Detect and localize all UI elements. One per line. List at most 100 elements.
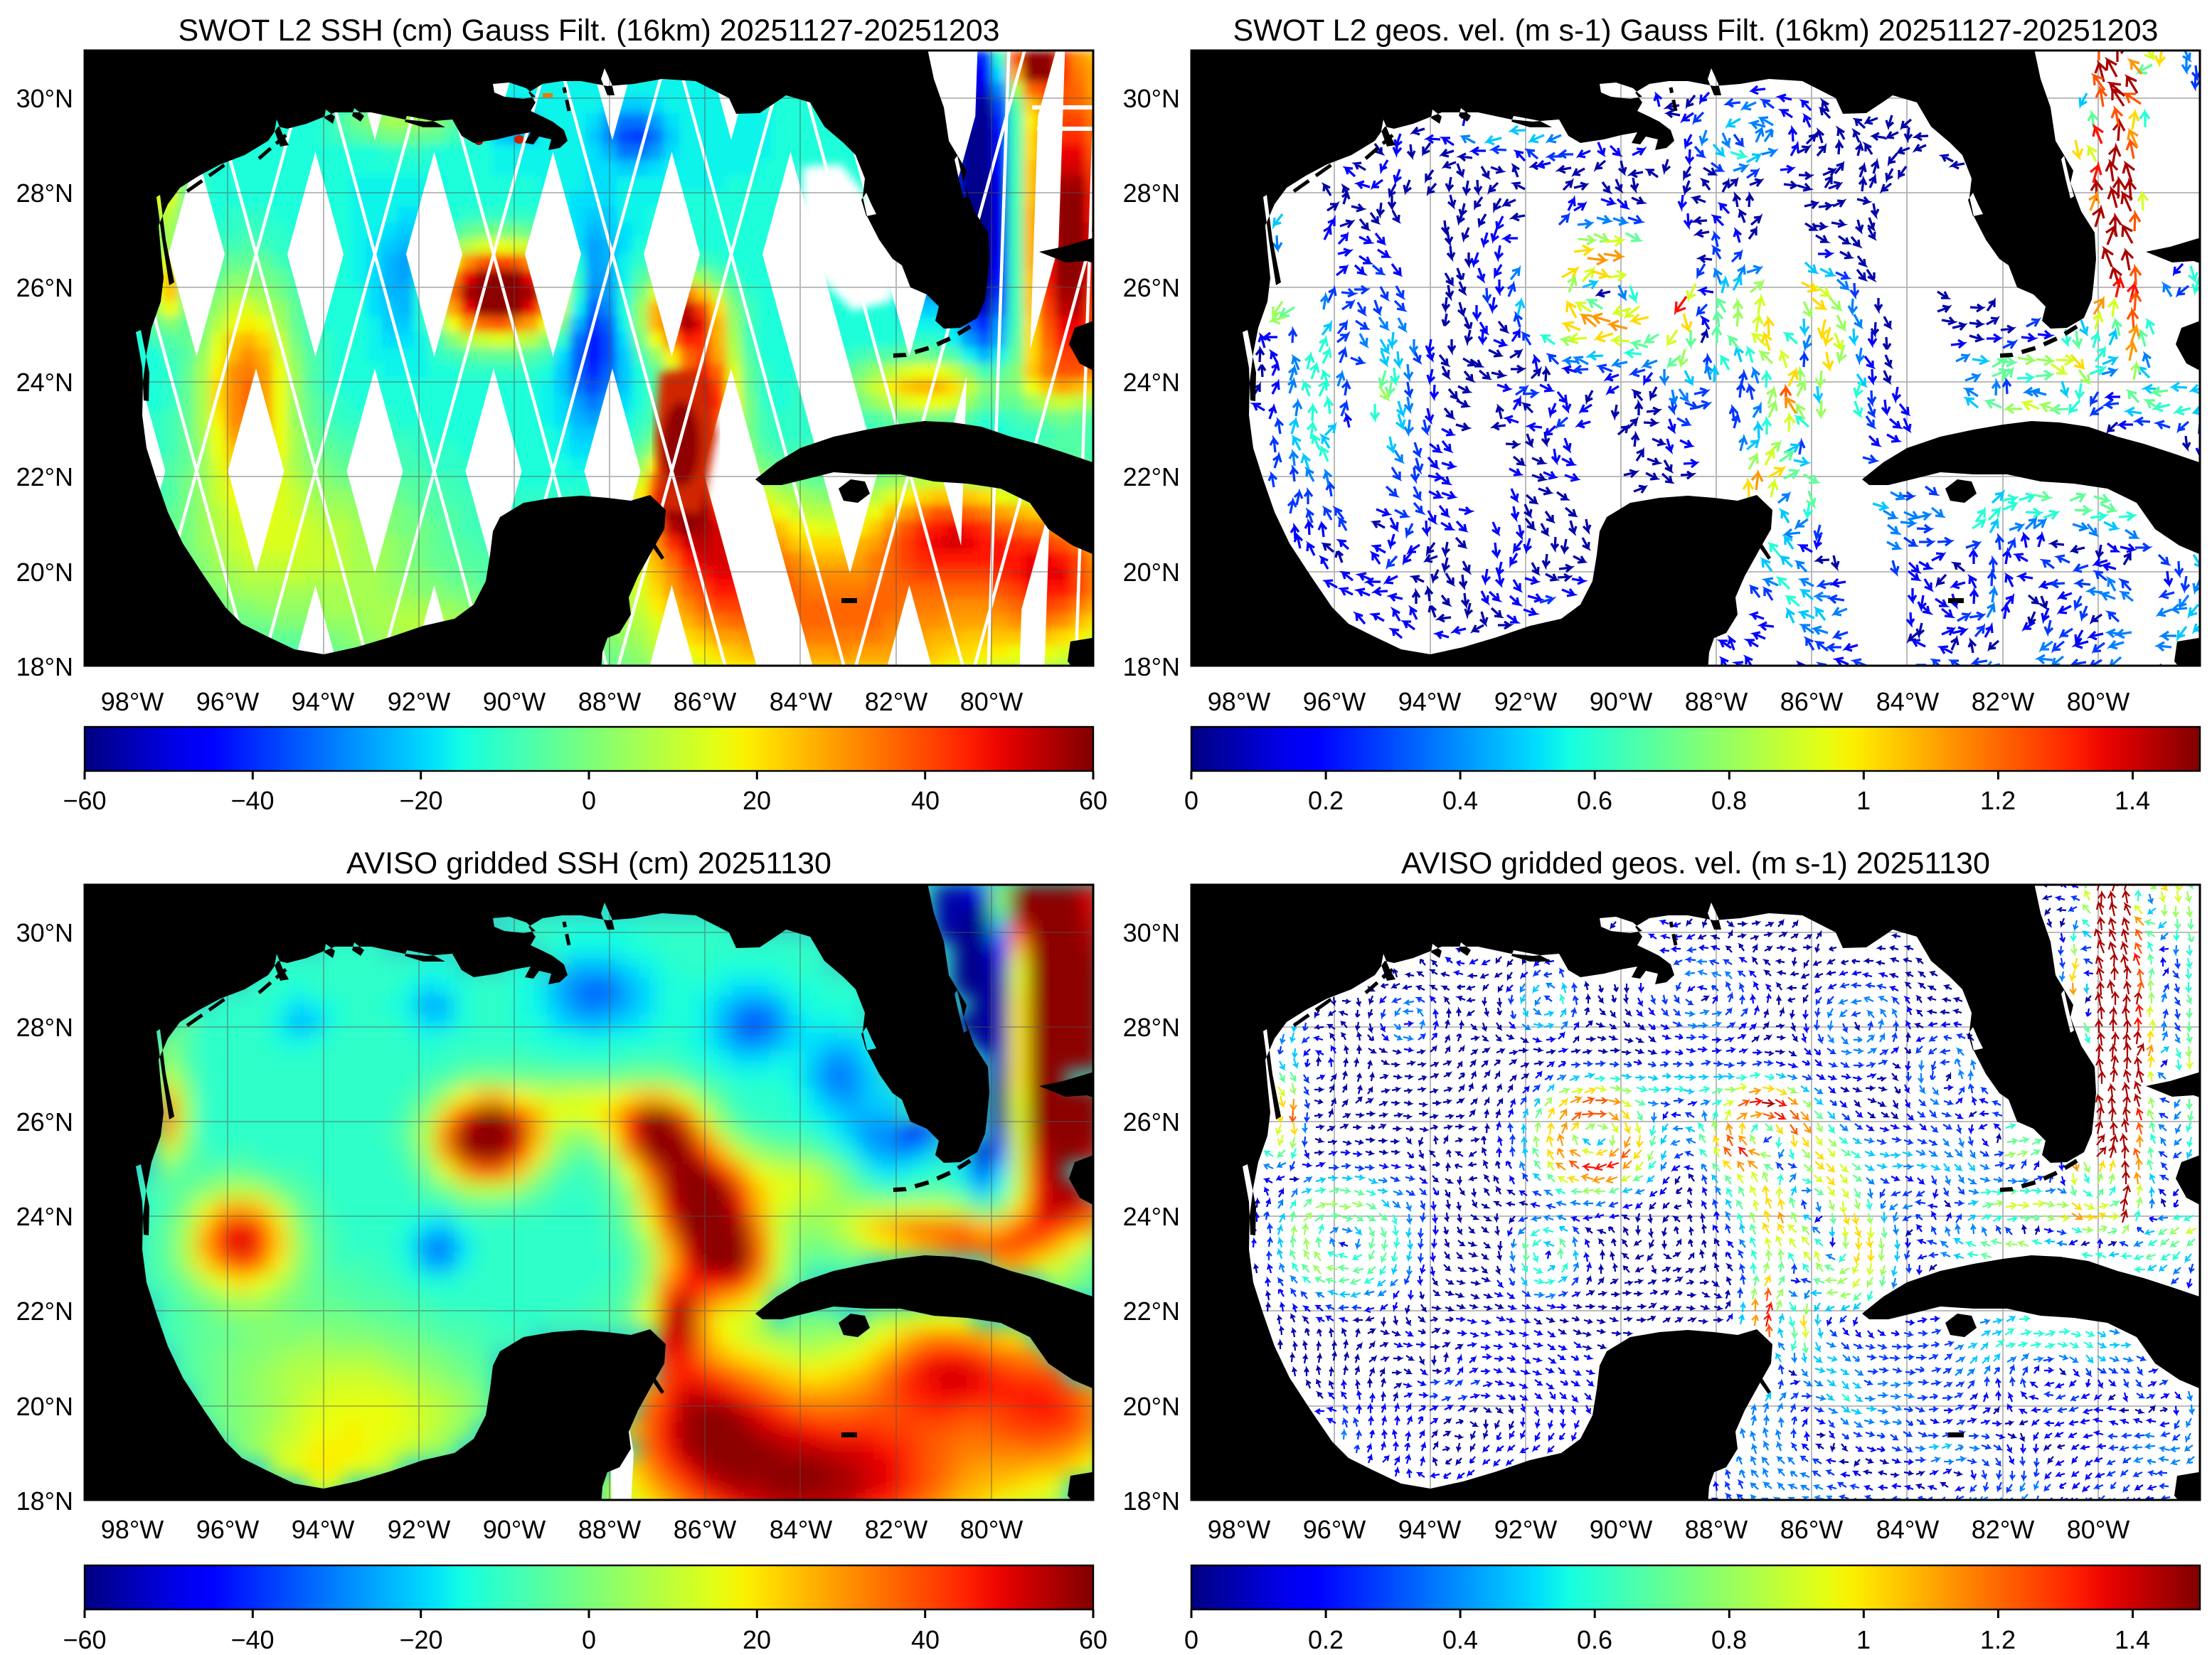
svg-text:26°N: 26°N	[16, 1107, 73, 1137]
svg-text:28°N: 28°N	[1123, 179, 1180, 208]
svg-text:0.2: 0.2	[1308, 1625, 1344, 1651]
svg-text:0.4: 0.4	[1442, 786, 1478, 815]
svg-text:94°W: 94°W	[292, 687, 354, 716]
svg-text:0.2: 0.2	[1308, 786, 1344, 815]
svg-text:90°W: 90°W	[1590, 1515, 1652, 1544]
svg-text:28°N: 28°N	[16, 179, 73, 208]
svg-text:40: 40	[911, 1625, 940, 1651]
svg-text:22°N: 22°N	[1123, 1297, 1180, 1326]
svg-text:0: 0	[582, 1625, 596, 1651]
svg-text:24°N: 24°N	[1123, 368, 1180, 397]
svg-text:0.8: 0.8	[1711, 786, 1747, 815]
svg-text:60: 60	[1079, 1625, 1107, 1651]
svg-text:98°W: 98°W	[101, 1515, 164, 1544]
svg-text:20°N: 20°N	[16, 1392, 73, 1421]
svg-text:28°N: 28°N	[16, 1013, 73, 1042]
svg-text:20°N: 20°N	[16, 558, 73, 587]
svg-text:90°W: 90°W	[1590, 687, 1652, 716]
svg-text:84°W: 84°W	[1876, 1515, 1939, 1544]
svg-text:1: 1	[1856, 786, 1871, 815]
svg-text:30°N: 30°N	[16, 918, 73, 947]
svg-text:−20: −20	[399, 1625, 442, 1651]
svg-text:28°N: 28°N	[1123, 1013, 1180, 1042]
svg-text:−60: −60	[63, 786, 106, 815]
svg-text:20: 20	[743, 786, 771, 815]
svg-text:90°W: 90°W	[483, 687, 546, 716]
svg-text:22°N: 22°N	[1123, 462, 1180, 491]
svg-text:98°W: 98°W	[1208, 687, 1270, 716]
svg-text:92°W: 92°W	[1494, 1515, 1557, 1544]
svg-text:24°N: 24°N	[16, 1202, 73, 1231]
svg-text:20: 20	[743, 1625, 771, 1651]
svg-text:80°W: 80°W	[960, 687, 1023, 716]
svg-text:86°W: 86°W	[674, 1515, 736, 1544]
svg-text:88°W: 88°W	[1685, 1515, 1748, 1544]
svg-text:80°W: 80°W	[960, 1515, 1023, 1544]
svg-text:96°W: 96°W	[1303, 1515, 1366, 1544]
svg-text:88°W: 88°W	[578, 687, 641, 716]
svg-text:30°N: 30°N	[1123, 84, 1180, 113]
svg-text:0.6: 0.6	[1577, 1625, 1612, 1651]
svg-text:1.2: 1.2	[1980, 1625, 2016, 1651]
svg-text:92°W: 92°W	[388, 1515, 450, 1544]
svg-text:0.8: 0.8	[1711, 1625, 1747, 1651]
svg-text:94°W: 94°W	[292, 1515, 354, 1544]
svg-text:22°N: 22°N	[16, 462, 73, 491]
svg-text:22°N: 22°N	[16, 1297, 73, 1326]
svg-text:96°W: 96°W	[196, 687, 259, 716]
svg-text:82°W: 82°W	[1972, 1515, 2034, 1544]
svg-text:18°N: 18°N	[16, 1486, 73, 1516]
svg-text:24°N: 24°N	[1123, 1202, 1180, 1231]
svg-text:0: 0	[582, 786, 596, 815]
svg-text:30°N: 30°N	[16, 84, 73, 113]
svg-text:18°N: 18°N	[1123, 1486, 1180, 1516]
svg-text:84°W: 84°W	[770, 1515, 832, 1544]
svg-text:86°W: 86°W	[1780, 687, 1843, 716]
svg-text:1.4: 1.4	[2115, 1625, 2150, 1651]
svg-text:60: 60	[1079, 786, 1107, 815]
svg-text:80°W: 80°W	[2067, 687, 2129, 716]
svg-text:96°W: 96°W	[196, 1515, 259, 1544]
svg-text:20°N: 20°N	[1123, 1392, 1180, 1421]
svg-text:40: 40	[911, 786, 940, 815]
svg-text:24°N: 24°N	[16, 368, 73, 397]
svg-text:82°W: 82°W	[1972, 687, 2034, 716]
svg-text:30°N: 30°N	[1123, 918, 1180, 947]
svg-text:82°W: 82°W	[865, 1515, 927, 1544]
svg-text:18°N: 18°N	[16, 652, 73, 681]
svg-text:0.4: 0.4	[1442, 1625, 1478, 1651]
svg-text:98°W: 98°W	[1208, 1515, 1270, 1544]
svg-text:82°W: 82°W	[865, 687, 927, 716]
svg-text:86°W: 86°W	[674, 687, 736, 716]
svg-text:−60: −60	[63, 1625, 106, 1651]
svg-text:26°N: 26°N	[1123, 273, 1180, 302]
svg-text:AVISO gridded geos. vel. (m s-: AVISO gridded geos. vel. (m s-1) 2025113…	[1401, 846, 1990, 880]
svg-text:96°W: 96°W	[1303, 687, 1366, 716]
svg-text:0.6: 0.6	[1577, 786, 1612, 815]
svg-text:26°N: 26°N	[16, 273, 73, 302]
svg-text:92°W: 92°W	[1494, 687, 1557, 716]
svg-text:84°W: 84°W	[1876, 687, 1939, 716]
svg-text:1: 1	[1856, 1625, 1871, 1651]
svg-text:88°W: 88°W	[578, 1515, 641, 1544]
svg-text:1.2: 1.2	[1980, 786, 2016, 815]
svg-text:94°W: 94°W	[1398, 1515, 1461, 1544]
svg-text:80°W: 80°W	[2067, 1515, 2129, 1544]
svg-text:−20: −20	[399, 786, 442, 815]
svg-text:0: 0	[1184, 786, 1198, 815]
svg-text:92°W: 92°W	[388, 687, 450, 716]
svg-text:88°W: 88°W	[1685, 687, 1748, 716]
svg-text:26°N: 26°N	[1123, 1107, 1180, 1137]
svg-text:SWOT L2 geos. vel. (m s-1) Gau: SWOT L2 geos. vel. (m s-1) Gauss Filt. (…	[1233, 14, 2159, 48]
svg-text:−40: −40	[230, 1625, 274, 1651]
svg-text:84°W: 84°W	[770, 687, 832, 716]
svg-text:86°W: 86°W	[1780, 1515, 1843, 1544]
svg-text:98°W: 98°W	[101, 687, 164, 716]
svg-text:94°W: 94°W	[1398, 687, 1461, 716]
svg-text:18°N: 18°N	[1123, 652, 1180, 681]
svg-text:AVISO gridded SSH (cm) 2025113: AVISO gridded SSH (cm) 20251130	[346, 846, 831, 880]
svg-text:90°W: 90°W	[483, 1515, 546, 1544]
svg-text:0: 0	[1184, 1625, 1198, 1651]
svg-text:1.4: 1.4	[2115, 786, 2150, 815]
svg-text:−40: −40	[230, 786, 274, 815]
